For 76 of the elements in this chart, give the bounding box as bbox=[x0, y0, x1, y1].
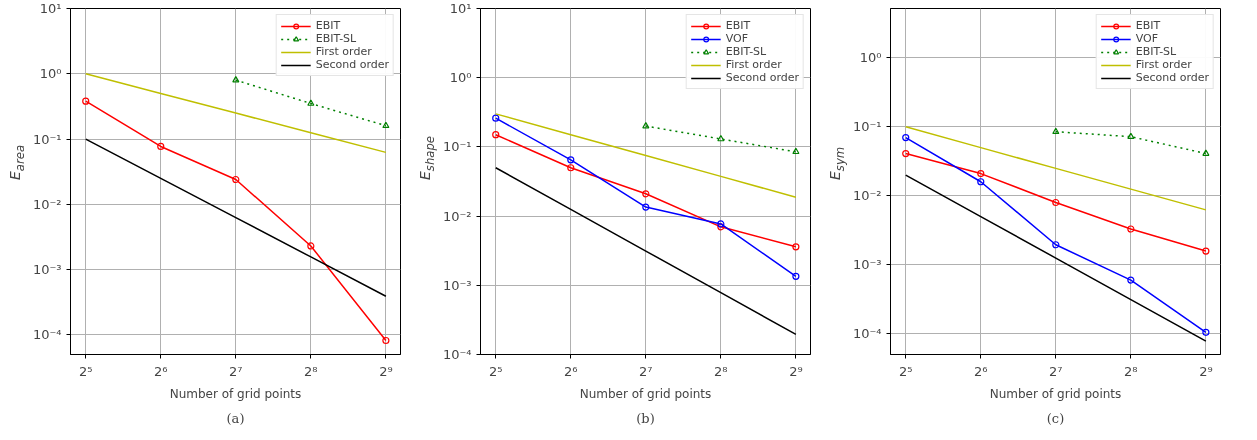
point bbox=[157, 142, 165, 151]
y-tick-label: 10¹ bbox=[39, 1, 62, 16]
text: (b) bbox=[636, 410, 655, 426]
line-series bbox=[494, 166, 797, 336]
legend-label: First order bbox=[725, 58, 782, 71]
point bbox=[1127, 225, 1135, 233]
legend-label: VOF bbox=[725, 32, 749, 45]
x-tick-label: 2⁸ bbox=[304, 363, 318, 379]
line-series bbox=[494, 113, 797, 198]
line-series bbox=[84, 138, 387, 297]
x-axis-title: Number of grid points bbox=[169, 386, 302, 401]
y-tick-label: 10⁻¹ bbox=[32, 131, 62, 147]
y-tick-label: 10⁻¹ bbox=[852, 119, 882, 135]
legend-label: EBIT-SL bbox=[725, 45, 767, 58]
legend-label: Second order bbox=[1135, 71, 1209, 84]
legend-label: Second order bbox=[315, 58, 389, 71]
x-tick-label: 2⁷ bbox=[639, 363, 653, 379]
x-axis-title: Number of grid points bbox=[579, 386, 712, 401]
point bbox=[1052, 198, 1060, 207]
point bbox=[567, 156, 575, 164]
point bbox=[642, 190, 650, 198]
x-tick-label: 2⁶ bbox=[154, 363, 168, 379]
y-tick-label: 10⁻¹ bbox=[442, 139, 472, 155]
x-tick-label: 2⁵ bbox=[898, 363, 913, 379]
x-tick-label: 2⁵ bbox=[78, 363, 93, 379]
y-tick-label: 10⁰ bbox=[859, 50, 882, 66]
text: (c) bbox=[1046, 410, 1065, 426]
text: (a) bbox=[226, 410, 245, 426]
x-tick-label: 2⁸ bbox=[1124, 363, 1138, 379]
legend-label: EBIT-SL bbox=[315, 32, 357, 45]
legend-label: EBIT-SL bbox=[1135, 45, 1177, 58]
point bbox=[567, 164, 575, 172]
legend-label: EBIT bbox=[725, 19, 751, 32]
line-series bbox=[904, 174, 1207, 342]
y-tick-label: 10⁻² bbox=[442, 208, 472, 224]
legend-label: Second order bbox=[725, 71, 799, 84]
x-tick-label: 2⁹ bbox=[379, 363, 393, 379]
y-tick-label: 10⁻² bbox=[32, 196, 62, 212]
point bbox=[232, 175, 240, 184]
x-tick-label: 2⁹ bbox=[789, 363, 803, 379]
point bbox=[307, 99, 315, 106]
point bbox=[307, 242, 315, 250]
point bbox=[792, 147, 800, 155]
x-axis-title: Number of grid points bbox=[989, 386, 1122, 401]
point bbox=[717, 134, 725, 142]
y-tick-label: 10⁻² bbox=[852, 188, 882, 204]
point bbox=[977, 169, 985, 178]
point bbox=[1052, 127, 1060, 135]
x-tick-label: 2⁷ bbox=[1049, 363, 1063, 379]
x-tick-label: 2⁸ bbox=[714, 363, 728, 379]
y-tick-label: 10⁰ bbox=[39, 66, 62, 82]
x-tick-label: 2⁷ bbox=[229, 363, 243, 379]
point bbox=[977, 178, 985, 186]
y-tick-label: 10⁻⁴ bbox=[852, 326, 882, 342]
x-tick-label: 2⁶ bbox=[564, 363, 578, 379]
point bbox=[642, 203, 650, 211]
legend-label: EBIT bbox=[1135, 19, 1161, 32]
y-tick-label: 10⁰ bbox=[449, 70, 472, 86]
legend-label: First order bbox=[315, 45, 372, 58]
point bbox=[1052, 241, 1060, 249]
y-tick-label: 10¹ bbox=[449, 1, 472, 16]
x-tick-label: 2⁹ bbox=[1199, 363, 1213, 379]
point bbox=[1127, 276, 1135, 284]
y-tick-label: 10⁻⁴ bbox=[32, 327, 62, 343]
x-tick-label: 2⁵ bbox=[488, 363, 503, 379]
x-tick-label: 2⁶ bbox=[974, 363, 988, 379]
line-series bbox=[84, 73, 387, 154]
y-tick-label: 10⁻³ bbox=[442, 277, 472, 293]
legend-label: First order bbox=[1135, 58, 1192, 71]
y-tick-label: 10⁻³ bbox=[32, 262, 62, 278]
legend-label: VOF bbox=[1135, 32, 1159, 45]
line-series bbox=[904, 126, 1207, 211]
point bbox=[382, 121, 390, 129]
y-tick-label: 10⁻³ bbox=[852, 257, 882, 273]
y-tick-label: 10⁻⁴ bbox=[442, 347, 472, 362]
legend-label: EBIT bbox=[315, 19, 341, 32]
